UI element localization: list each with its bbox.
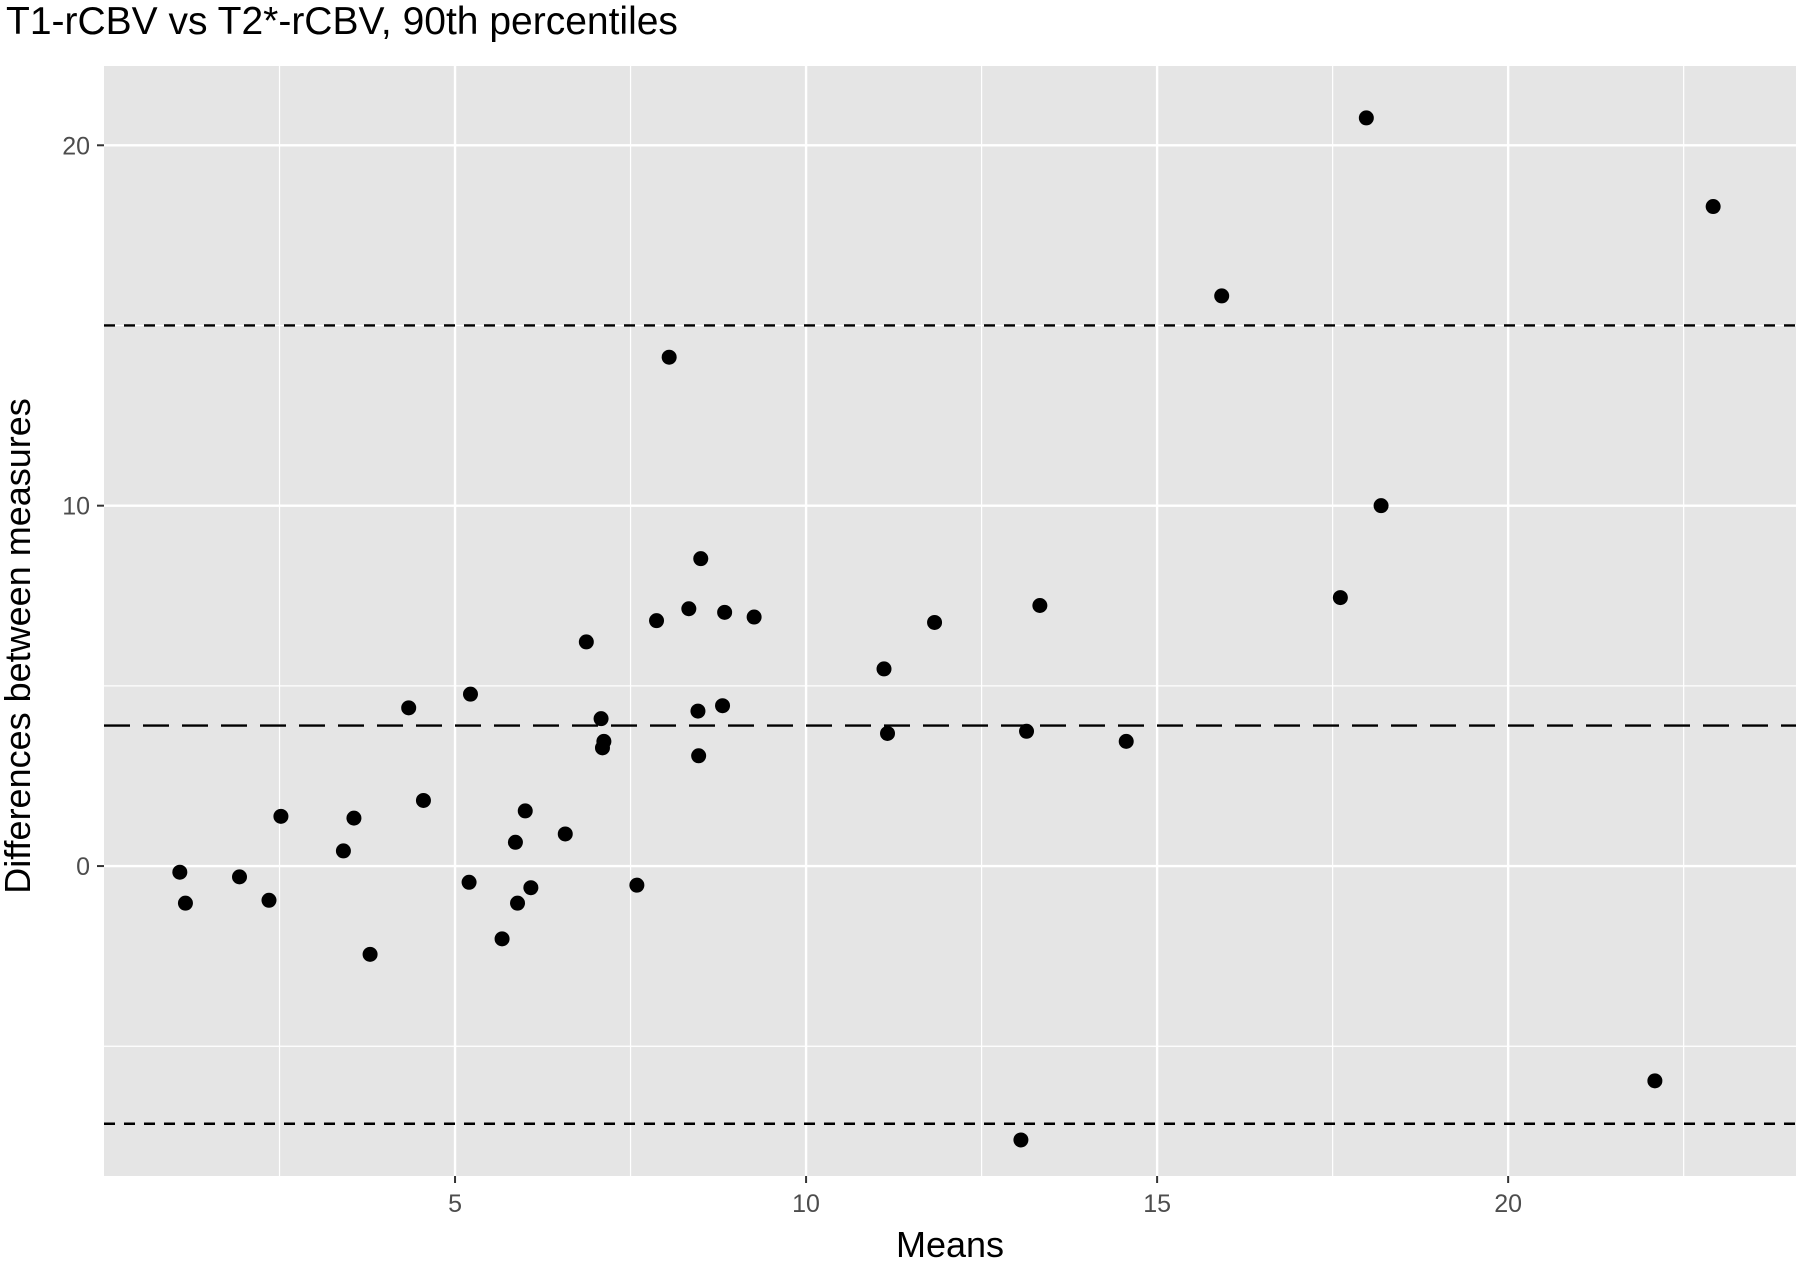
data-point (335, 843, 351, 859)
data-point (629, 877, 645, 893)
data-point (649, 613, 665, 629)
data-points (172, 110, 1721, 1148)
data-point (681, 601, 697, 617)
y-axis: 0 10 20 (62, 132, 104, 881)
y-tick-label: 10 (62, 493, 90, 521)
data-point (507, 834, 523, 850)
plot-panel (104, 66, 1796, 1176)
data-point (594, 740, 610, 756)
data-point (717, 604, 733, 620)
data-point (1373, 498, 1389, 514)
major-gridlines (104, 66, 1796, 1176)
data-point (1358, 110, 1374, 126)
x-axis: 5 10 15 20 (448, 1176, 1522, 1218)
data-point (690, 703, 706, 719)
data-point (523, 880, 539, 896)
reference-lines (104, 324, 1796, 1125)
data-point (693, 551, 709, 567)
data-point (273, 808, 289, 824)
data-point (1332, 590, 1348, 606)
y-tick-label: 20 (62, 132, 90, 160)
y-tick-label: 0 (76, 853, 90, 881)
x-axis-label: Means (895, 1224, 1005, 1265)
y-axis-label: Differences between measures (0, 398, 38, 894)
data-point (578, 634, 594, 650)
data-point (462, 686, 478, 702)
data-point (1705, 199, 1721, 215)
data-point (746, 609, 762, 625)
data-point (401, 700, 417, 716)
data-point (1214, 288, 1230, 304)
data-point (661, 349, 677, 365)
data-point (1032, 598, 1048, 614)
data-point (494, 931, 510, 947)
data-point (1118, 733, 1134, 749)
data-point (461, 874, 477, 890)
data-point (510, 895, 526, 911)
data-point (876, 661, 892, 677)
data-point (1019, 723, 1035, 739)
x-tick-label: 15 (1143, 1190, 1171, 1218)
data-point (557, 826, 573, 842)
x-tick-label: 5 (448, 1190, 462, 1218)
data-point (232, 869, 248, 885)
data-point (261, 892, 277, 908)
data-point (177, 895, 193, 911)
x-tick-label: 10 (792, 1190, 820, 1218)
data-point (715, 698, 731, 714)
data-point (691, 748, 707, 764)
data-point (880, 725, 896, 741)
data-point (362, 946, 378, 962)
data-point (172, 864, 188, 880)
data-point (415, 792, 431, 808)
data-point (927, 614, 943, 630)
data-point (517, 803, 533, 819)
chart-title: T1-rCBV vs T2*-rCBV, 90th percentiles (6, 0, 678, 43)
x-tick-label: 20 (1494, 1190, 1522, 1218)
data-point (593, 711, 609, 727)
data-point (1647, 1073, 1663, 1089)
data-point (346, 810, 362, 826)
data-point (1013, 1132, 1029, 1148)
